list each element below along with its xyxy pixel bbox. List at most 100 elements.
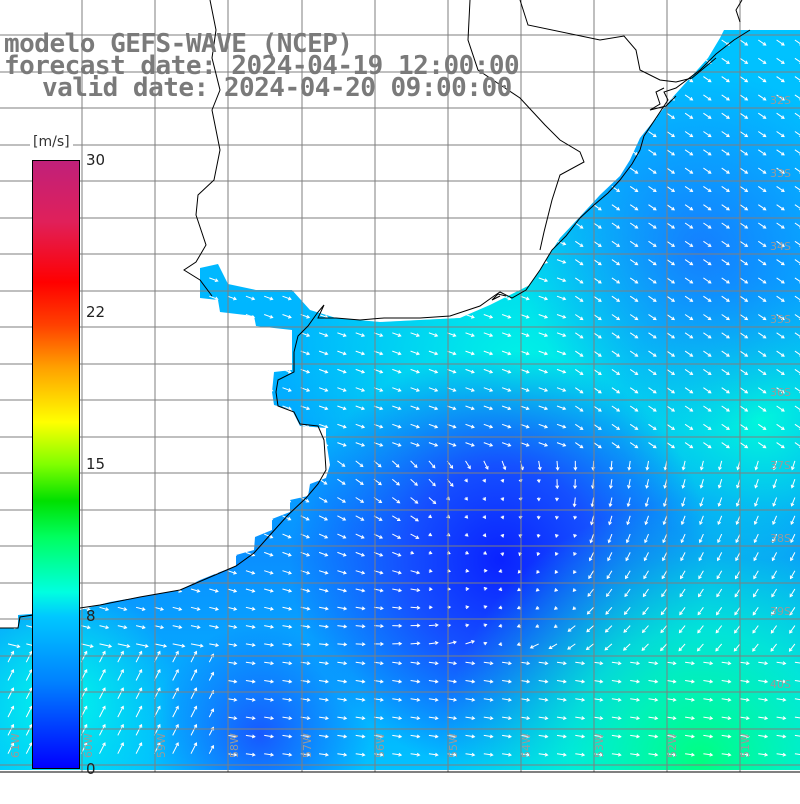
lon-label: 58W xyxy=(228,733,241,758)
wind-arrow xyxy=(630,132,637,137)
wind-arrow xyxy=(337,168,345,172)
lat-label: 40S xyxy=(770,678,791,691)
wind-arrow xyxy=(575,95,582,100)
wind-arrow xyxy=(429,205,437,209)
wind-arrow xyxy=(154,296,162,300)
wind-arrow xyxy=(154,516,162,520)
wind-arrow xyxy=(8,95,16,99)
wind-arrow xyxy=(45,443,53,447)
wind-arrow xyxy=(539,150,547,154)
wind-arrow xyxy=(246,479,254,483)
wind-arrow xyxy=(392,278,400,282)
wind-arrow xyxy=(246,132,254,136)
wind-arrow xyxy=(484,113,492,117)
wind-arrow xyxy=(283,223,291,227)
wind-arrow xyxy=(136,552,144,556)
wind-arrow xyxy=(26,388,34,392)
wind-arrow xyxy=(173,113,181,117)
wind-arrow xyxy=(575,205,582,210)
wind-arrow xyxy=(26,443,34,447)
wind-arrow xyxy=(429,132,437,136)
wind-arrow xyxy=(264,461,272,466)
wind-arrow xyxy=(392,296,400,300)
wind-arrow xyxy=(411,40,419,44)
wind-arrow xyxy=(209,388,217,392)
wind-arrow xyxy=(136,516,144,520)
wind-arrow xyxy=(429,113,437,117)
wind-arrow xyxy=(685,58,692,63)
wind-arrow xyxy=(63,516,71,520)
wind-arrow xyxy=(136,132,144,136)
wind-arrow xyxy=(356,315,364,319)
wind-arrow xyxy=(136,113,144,117)
wind-arrow xyxy=(154,113,162,117)
wind-arrow xyxy=(228,479,236,483)
wind-arrow xyxy=(209,223,217,227)
wind-arrow xyxy=(118,278,126,282)
lat-label: 39S xyxy=(770,605,791,618)
wind-arrow xyxy=(337,132,345,136)
wind-arrow xyxy=(191,406,199,410)
wind-arrow xyxy=(337,223,345,227)
lat-label: 37S xyxy=(770,459,791,472)
wind-arrow xyxy=(429,168,437,172)
wind-arrow xyxy=(63,424,71,428)
wind-arrow xyxy=(118,223,126,227)
wind-arrow xyxy=(154,552,162,556)
wind-arrow xyxy=(173,278,181,282)
wind-arrow xyxy=(319,443,327,447)
wind-arrow xyxy=(100,278,108,282)
wind-arrow xyxy=(649,113,656,118)
wind-arrow xyxy=(154,534,162,538)
wind-arrow xyxy=(502,260,510,264)
wind-arrow xyxy=(8,278,16,282)
wind-arrow xyxy=(209,552,217,556)
wind-arrow xyxy=(392,168,400,172)
wind-arrow xyxy=(136,571,145,574)
wind-arrow xyxy=(283,479,291,484)
wind-arrow xyxy=(228,351,236,355)
wind-arrow xyxy=(173,388,181,392)
wind-arrow xyxy=(209,406,217,410)
wind-arrow xyxy=(63,223,71,227)
lat-label: 32S xyxy=(770,94,791,107)
wind-arrow xyxy=(8,150,16,154)
wind-arrow xyxy=(228,461,236,466)
wind-arrow xyxy=(63,241,71,245)
wind-arrow xyxy=(520,186,528,190)
wind-arrow xyxy=(209,315,217,319)
wind-arrow xyxy=(45,498,53,502)
wind-arrow xyxy=(191,241,199,245)
wind-arrow xyxy=(100,168,108,172)
wind-arrow xyxy=(63,443,71,447)
wind-arrow xyxy=(484,168,492,172)
wind-arrow xyxy=(191,113,199,117)
wind-arrow xyxy=(557,58,565,62)
wind-arrow xyxy=(575,58,582,63)
wind-arrow xyxy=(246,260,254,264)
wind-arrow xyxy=(411,223,419,227)
wind-arrow xyxy=(228,113,236,117)
wind-arrow xyxy=(246,186,254,190)
wind-arrow xyxy=(484,150,492,154)
wind-arrow xyxy=(173,168,181,172)
wind-arrow xyxy=(429,186,437,190)
wind-arrow xyxy=(392,205,400,209)
wind-arrow xyxy=(154,424,162,428)
wind-arrow xyxy=(26,315,34,319)
wind-arrow xyxy=(118,406,126,410)
wind-arrow xyxy=(45,534,53,538)
wind-arrow xyxy=(264,498,272,502)
wind-arrow xyxy=(136,443,144,447)
wind-arrow xyxy=(136,406,144,410)
wind-arrow xyxy=(466,223,474,227)
wind-arrow xyxy=(45,424,53,428)
wind-arrow xyxy=(685,40,692,45)
wind-arrow xyxy=(100,351,108,355)
wind-arrow xyxy=(191,315,199,319)
wind-arrow xyxy=(356,260,364,264)
wind-arrow xyxy=(118,333,126,337)
wind-arrow xyxy=(8,113,16,117)
wind-arrow xyxy=(63,205,71,209)
wind-arrow xyxy=(118,516,126,520)
